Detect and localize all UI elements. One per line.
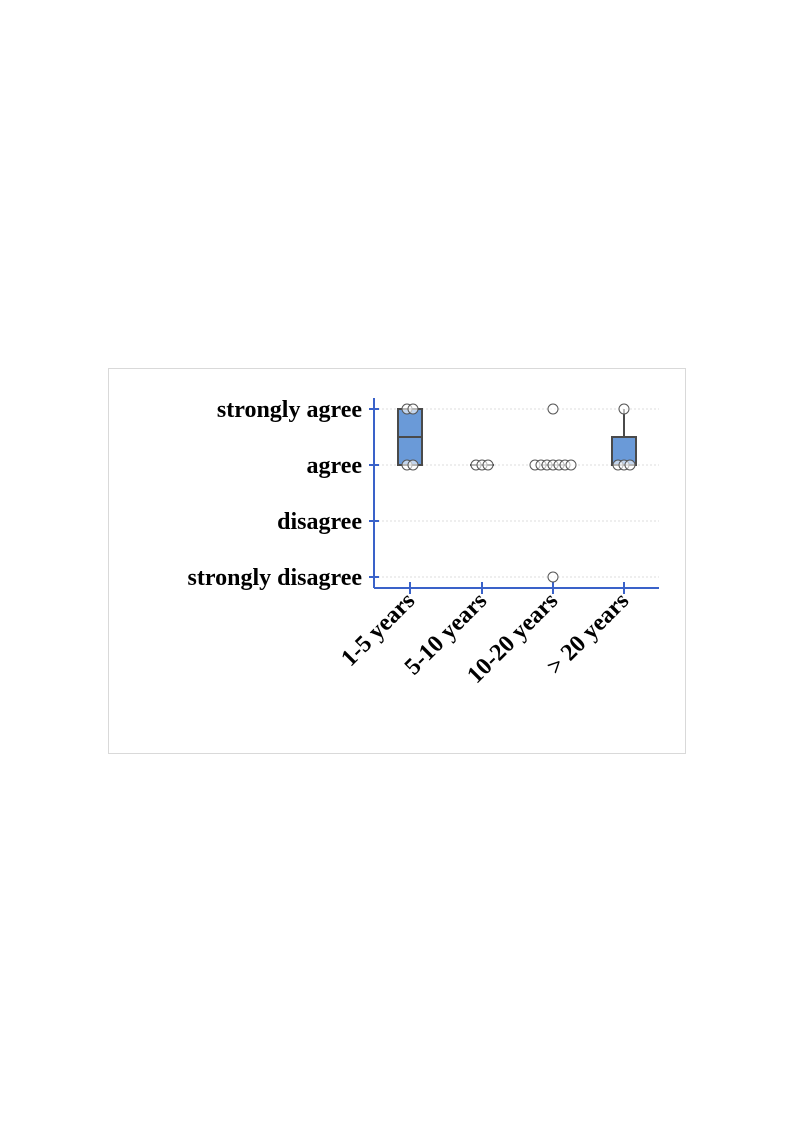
data-points xyxy=(401,403,636,583)
y-tick-label-2: disagree xyxy=(277,509,362,535)
data-point xyxy=(407,459,419,471)
data-point xyxy=(618,403,630,415)
axes xyxy=(369,398,659,594)
data-point xyxy=(547,571,559,583)
data-point xyxy=(482,459,494,471)
y-tick-label-1: strongly disagree xyxy=(188,565,363,591)
y-tick-label-3: agree xyxy=(306,453,362,479)
data-point xyxy=(547,403,559,415)
data-point xyxy=(624,459,636,471)
data-point xyxy=(565,459,577,471)
y-tick-label-4: strongly agree xyxy=(217,397,362,423)
boxes xyxy=(397,408,637,466)
data-point xyxy=(407,403,419,415)
